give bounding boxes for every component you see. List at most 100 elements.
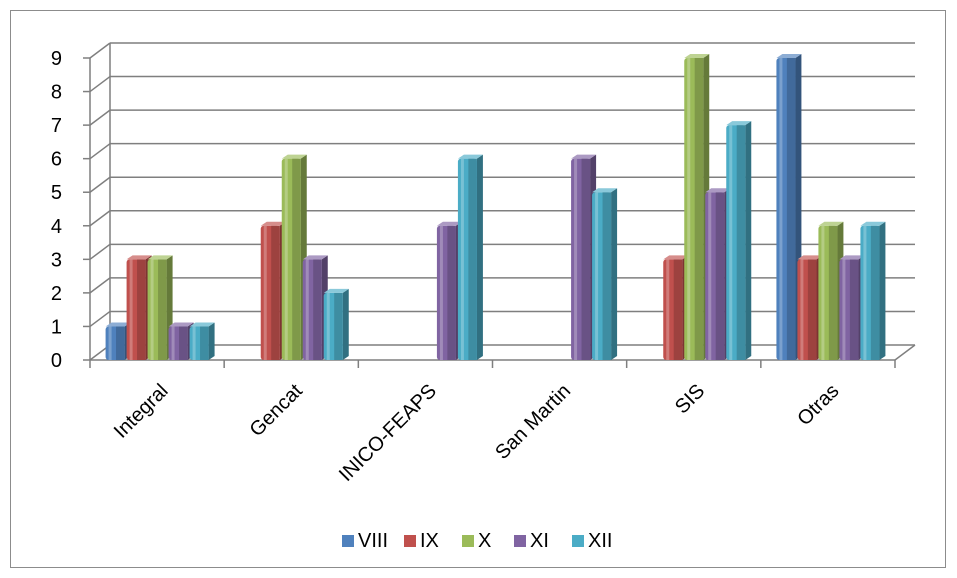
bar-top [323,288,349,293]
bar-shade [602,192,612,360]
bar-top [663,255,689,260]
category-label-5: Otras [793,380,843,430]
category-label-1: Gencat [246,380,307,441]
category-label-4: SIS [671,380,709,418]
bar-shade [694,58,704,360]
gridline-depth-4 [89,210,111,227]
gridline-depth-3 [89,243,111,260]
gridline-depth-8 [89,75,111,93]
bar-Otras-X [818,221,844,360]
bar-top [260,221,286,226]
bar-Gencat-X [281,154,307,360]
bar-shade [807,259,817,360]
legend: VIII IX X XI XII [342,530,612,552]
bar-top [776,54,802,58]
bar-San Martin-XII [592,188,618,360]
bar-top [571,154,597,159]
legend-label: XII [588,530,612,552]
bar-top [105,322,131,327]
legend-item-XI: XI [514,530,549,552]
category-labels: Integral Gencat INICO-FEAPS San Martin SIS Ot… [110,380,844,486]
bar-shade [468,158,477,360]
bar-SIS-X [684,54,710,360]
bar-highlight [574,158,578,360]
legend-label: VIII [358,530,388,552]
bar-Gencat-XII [323,288,349,360]
bar-top [168,322,194,327]
bar-INICO-FEAPS-XII [457,154,483,360]
bar-top [436,221,462,226]
bar-Otras-XII [860,221,886,360]
bar-shade [116,326,125,360]
bar-shade [786,58,796,360]
gridline-depth-6 [89,143,111,160]
bar-highlight [595,192,599,360]
bar-highlight [284,158,288,360]
y-tick-label-5: 5 [51,182,62,204]
y-tick-label-9: 9 [51,48,62,70]
legend-swatch [462,535,474,547]
category-label-0: Integral [110,380,173,443]
bar-highlight [708,192,712,360]
bar-side [342,288,349,360]
gridline-depth-9 [89,42,111,59]
bar-side [879,221,886,360]
bar-top [126,255,152,260]
y-tick-label-2: 2 [51,283,62,305]
bar-shade [447,225,456,360]
gridline-depth-7 [89,109,111,126]
bar-shade [673,259,683,360]
legend-swatch [404,535,416,547]
bar-shade [334,292,343,360]
y-tick-label-0: 0 [51,350,62,372]
bar-shade [715,192,725,360]
legend-swatch [342,535,354,547]
bar-top [839,255,865,260]
category-label-2: INICO-FEAPS [335,380,441,486]
bar-top [147,255,173,260]
bar-SIS-IX [663,255,689,360]
legend-label: X [478,530,491,552]
bar-highlight [171,326,175,360]
category-label-3: San Martin [491,380,575,464]
bar-side [208,322,215,360]
bar-side [745,121,752,360]
bar-highlight [192,326,196,360]
bar-highlight [326,292,330,360]
bar-top [189,322,215,327]
bar-highlight [439,225,443,360]
bar-shade [158,259,167,360]
bar-top [797,255,823,260]
bar-Integral-XII [189,322,215,360]
bar-highlight [821,225,825,360]
legend-item-IX: IX [404,530,439,552]
gridline-depth-2 [89,277,111,294]
y-tick-label-7: 7 [51,115,62,137]
gridline-depth-1 [89,310,111,328]
legend-label: IX [420,530,439,552]
bar-top [592,188,618,193]
floor-right-edge [894,344,916,361]
legend-item-XII: XII [572,530,612,552]
bar-shade [292,158,301,360]
bar-top [281,154,307,159]
legend-item-VIII: VIII [342,530,388,552]
bar-shade [271,225,280,360]
bar-top [302,255,328,260]
bar-highlight [863,225,867,360]
bar-highlight [129,259,133,360]
bar-highlight [800,259,804,360]
bar-top [726,121,752,126]
legend-swatch [572,535,584,547]
bar-top [705,188,731,193]
bar-highlight [666,259,670,360]
bar-highlight [150,259,154,360]
y-tick-label-8: 8 [51,82,62,104]
y-tick-label-6: 6 [51,149,62,171]
bar-top [684,54,710,58]
bar-shade [581,158,591,360]
bar-shade [870,225,880,360]
bar-highlight [305,259,309,360]
bar-side [611,188,618,360]
